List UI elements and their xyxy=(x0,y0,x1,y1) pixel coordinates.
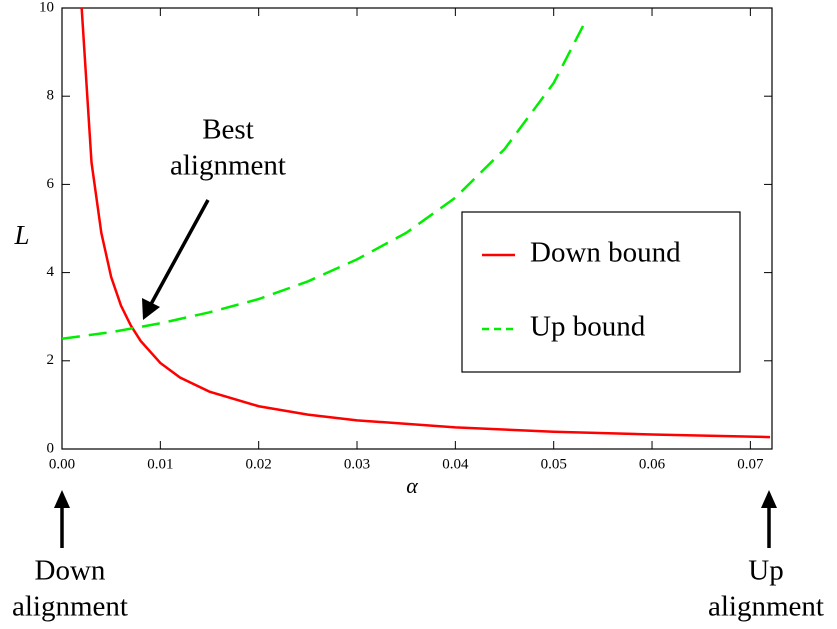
x-tick-label: 0.04 xyxy=(442,456,469,472)
annotation: Down xyxy=(35,555,106,587)
y-tick-label: 2 xyxy=(47,352,55,368)
y-axis-label: L xyxy=(13,220,29,250)
series-line xyxy=(61,25,585,340)
y-tick-label: 6 xyxy=(47,176,55,192)
annotation: alignment xyxy=(12,591,128,623)
arrows xyxy=(54,199,777,548)
annotation: Up xyxy=(748,555,783,587)
legend-label: Up bound xyxy=(530,311,646,343)
x-tick-label: 0.01 xyxy=(147,456,173,472)
legend-label: Down bound xyxy=(530,237,681,269)
legend-box xyxy=(461,211,741,373)
annotation: alignment xyxy=(708,591,824,623)
y-tick-label: 4 xyxy=(47,264,55,280)
y-tick-label: 10 xyxy=(39,0,54,15)
x-tick-label: 0.03 xyxy=(344,456,370,472)
x-tick-label: 0.05 xyxy=(541,456,567,472)
x-tick-label: 0.07 xyxy=(737,456,764,472)
series-line xyxy=(80,7,771,439)
x-tick-label: 0.00 xyxy=(49,456,75,472)
x-axis-label: α xyxy=(406,473,418,498)
y-tick-label: 0 xyxy=(47,440,55,456)
plot-frame xyxy=(61,7,773,450)
annotation: alignment xyxy=(170,150,286,182)
annotation: Best xyxy=(202,114,254,146)
y-tick-label: 8 xyxy=(47,88,55,104)
x-tick-label: 0.06 xyxy=(639,456,666,472)
x-tick-label: 0.02 xyxy=(246,456,272,472)
